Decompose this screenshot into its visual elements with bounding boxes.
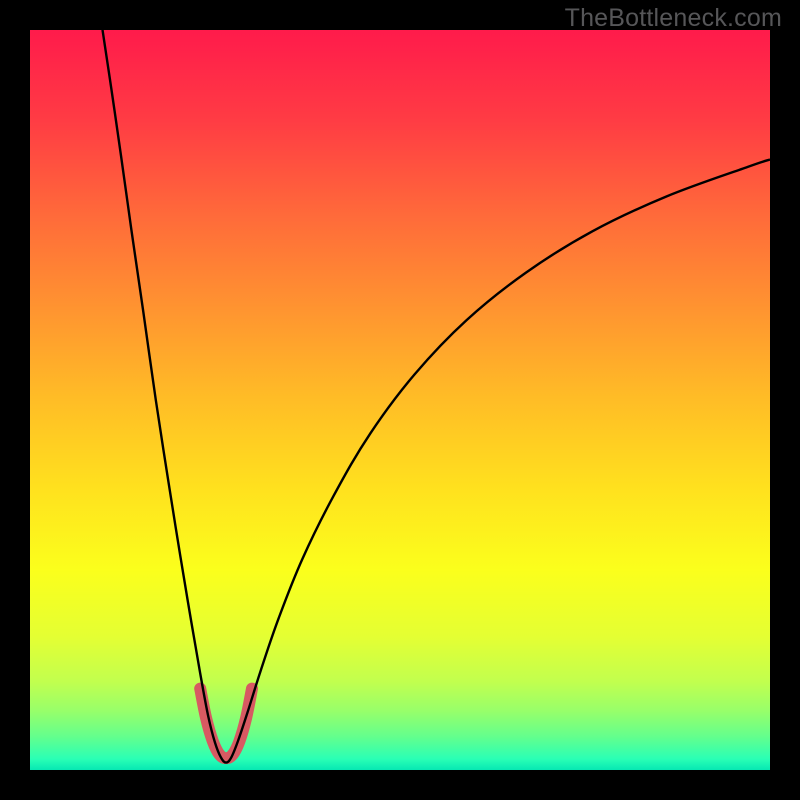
- bottleneck-chart: [30, 30, 770, 770]
- gradient-background: [30, 30, 770, 770]
- watermark-text: TheBottleneck.com: [565, 4, 782, 33]
- plot-frame: [30, 30, 770, 770]
